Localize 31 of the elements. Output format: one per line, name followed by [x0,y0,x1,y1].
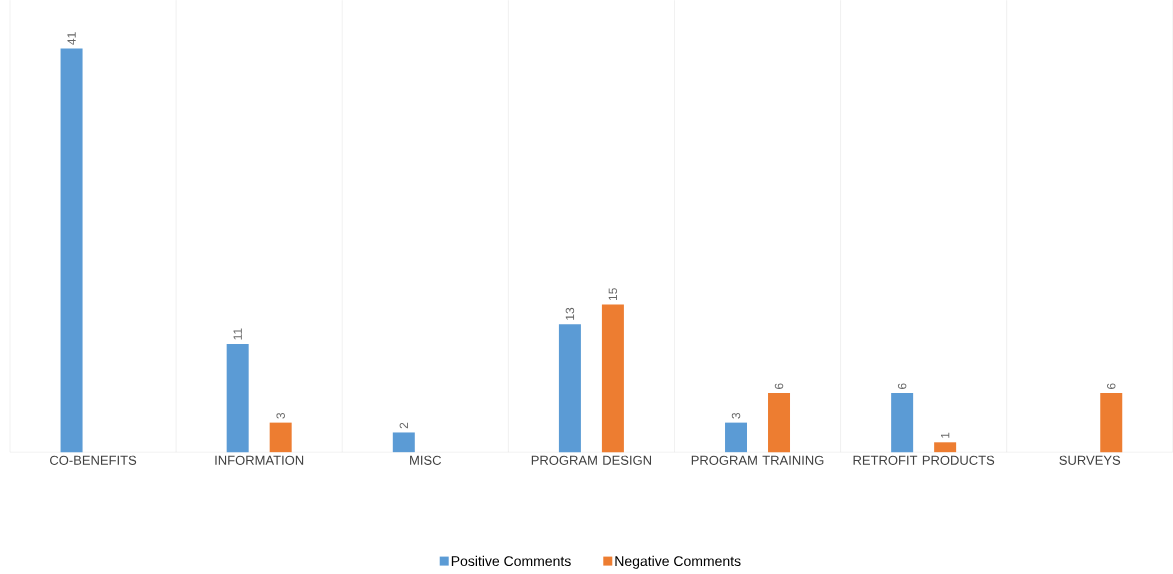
data-label: 3 [276,412,285,419]
data-label: 41 [67,32,76,45]
data-label: 13 [565,307,575,320]
bar [768,393,791,453]
x-tick-label: MISC [410,455,442,465]
bar [60,48,83,453]
bar [226,343,249,453]
data-label: 6 [774,383,784,389]
data-label: 6 [1107,383,1116,389]
x-tick-label: PROGRAM TRAINING [691,455,824,465]
data-label: 15 [608,288,618,301]
data-label: 3 [731,412,741,419]
bar [1100,393,1123,453]
x-tick-label: INFORMATION [215,455,304,465]
bar [891,393,914,453]
bar [934,442,957,453]
bar [601,304,624,453]
x-tick-label: SURVEYS [1059,455,1121,465]
data-label: 11 [233,328,242,340]
bar [558,324,581,453]
legend-label: Negative Comments [615,555,741,569]
x-tick-label: CO-BENEFITS [50,455,137,465]
x-tick-label: RETROFIT PRODUCTS [853,455,995,465]
data-label: 6 [897,383,907,389]
bar [725,422,748,453]
data-label: 2 [399,422,408,429]
x-tick-label: PROGRAM DESIGN [531,455,652,465]
data-label: 1 [941,432,950,438]
bar [269,422,292,453]
bar [392,432,415,453]
legend-label: Positive Comments [451,555,571,566]
